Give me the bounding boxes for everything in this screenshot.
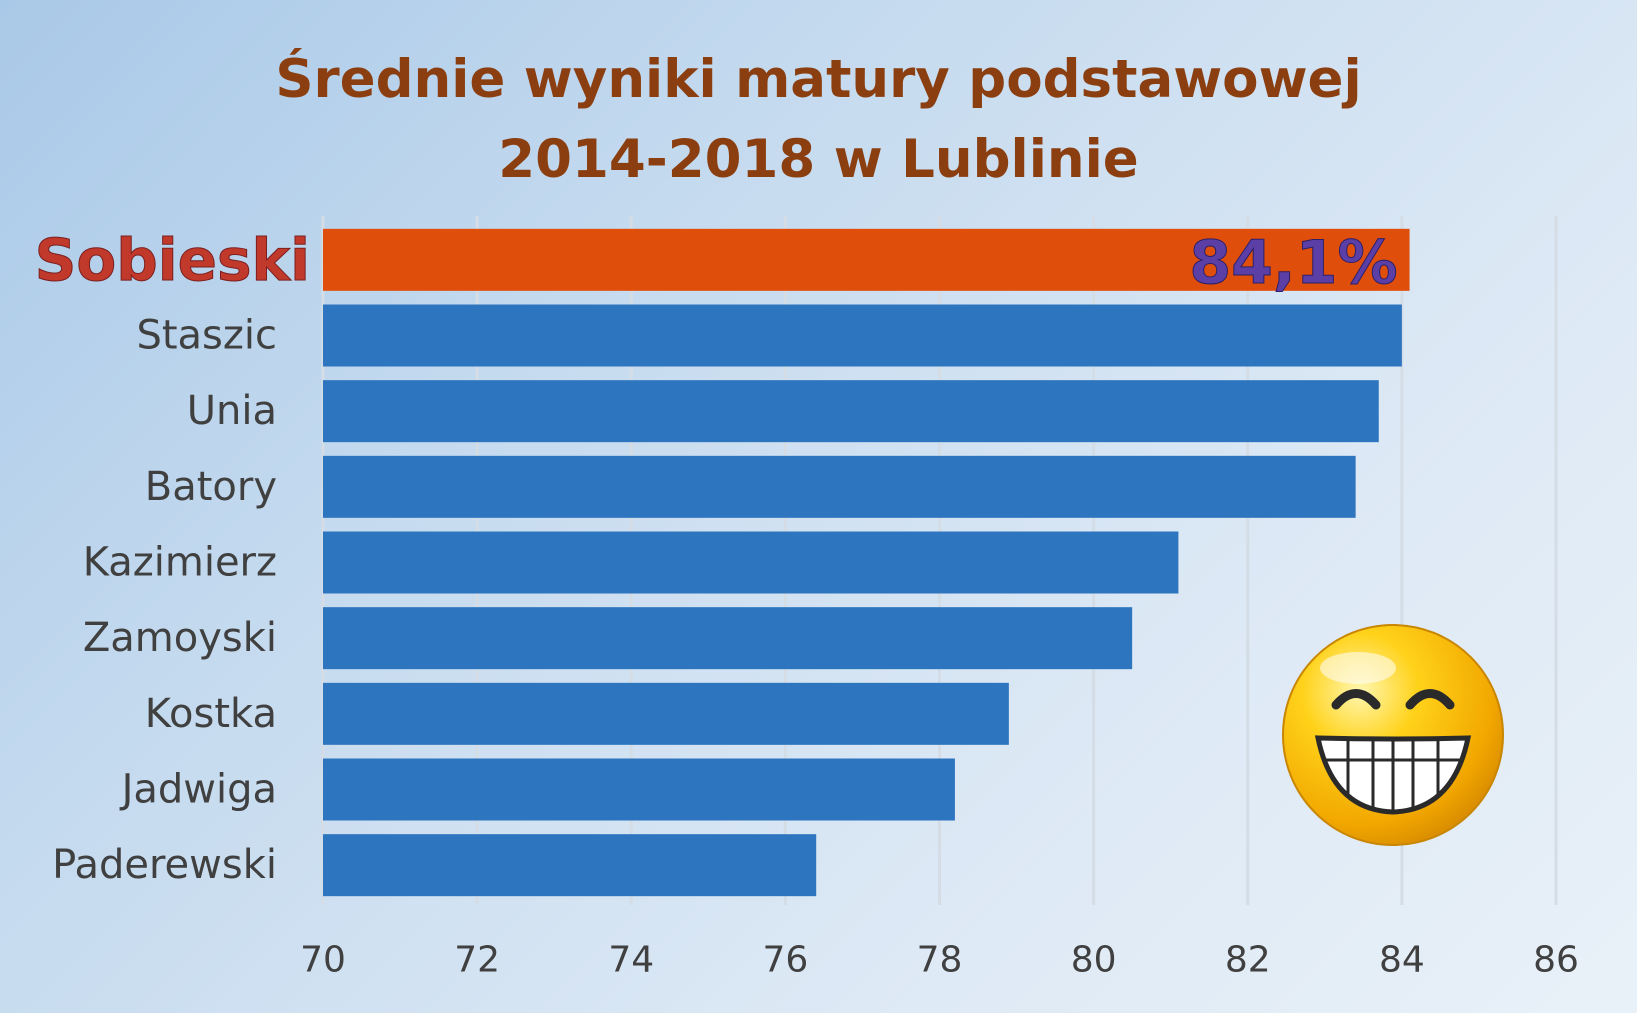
category-label-sobieski: Sobieski bbox=[35, 226, 310, 294]
bar-unia bbox=[323, 380, 1379, 443]
bar-batory bbox=[323, 455, 1356, 518]
bar-sobieski bbox=[323, 228, 1410, 291]
x-tick-label-76: 76 bbox=[762, 940, 808, 981]
category-label-unia: Unia bbox=[187, 388, 277, 434]
x-tick-label-78: 78 bbox=[917, 940, 963, 981]
category-label-kazimierz: Kazimierz bbox=[83, 540, 277, 586]
chart-title-line-1: Średnie wyniki matury podstawowej bbox=[275, 49, 1362, 110]
data-label-sobieski: 84,1% bbox=[1189, 228, 1397, 298]
chart-title: Średnie wyniki matury podstawowej 2014-2… bbox=[0, 40, 1637, 200]
category-label-kostka: Kostka bbox=[145, 691, 277, 737]
category-label-paderewski: Paderewski bbox=[52, 842, 277, 888]
bar-staszic bbox=[323, 304, 1402, 367]
bar-zamoyski bbox=[323, 607, 1133, 670]
laughing-smiley-icon bbox=[1282, 624, 1504, 846]
bar-kostka bbox=[323, 682, 1009, 745]
category-label-staszic: Staszic bbox=[136, 313, 277, 359]
bar-kazimierz bbox=[323, 531, 1179, 594]
x-tick-label-84: 84 bbox=[1379, 940, 1425, 981]
x-tick-label-72: 72 bbox=[454, 940, 500, 981]
x-tick-label-82: 82 bbox=[1225, 940, 1271, 981]
x-tick-label-70: 70 bbox=[300, 940, 346, 981]
bar-paderewski bbox=[323, 834, 817, 897]
x-tick-label-74: 74 bbox=[608, 940, 654, 981]
category-label-jadwiga: Jadwiga bbox=[119, 767, 277, 813]
chart-title-line-2: 2014-2018 w Lublinie bbox=[498, 129, 1139, 190]
x-tick-label-80: 80 bbox=[1071, 940, 1117, 981]
category-label-batory: Batory bbox=[145, 464, 277, 510]
category-label-zamoyski: Zamoyski bbox=[83, 615, 277, 661]
x-tick-label-86: 86 bbox=[1533, 940, 1579, 981]
bar-jadwiga bbox=[323, 758, 955, 821]
